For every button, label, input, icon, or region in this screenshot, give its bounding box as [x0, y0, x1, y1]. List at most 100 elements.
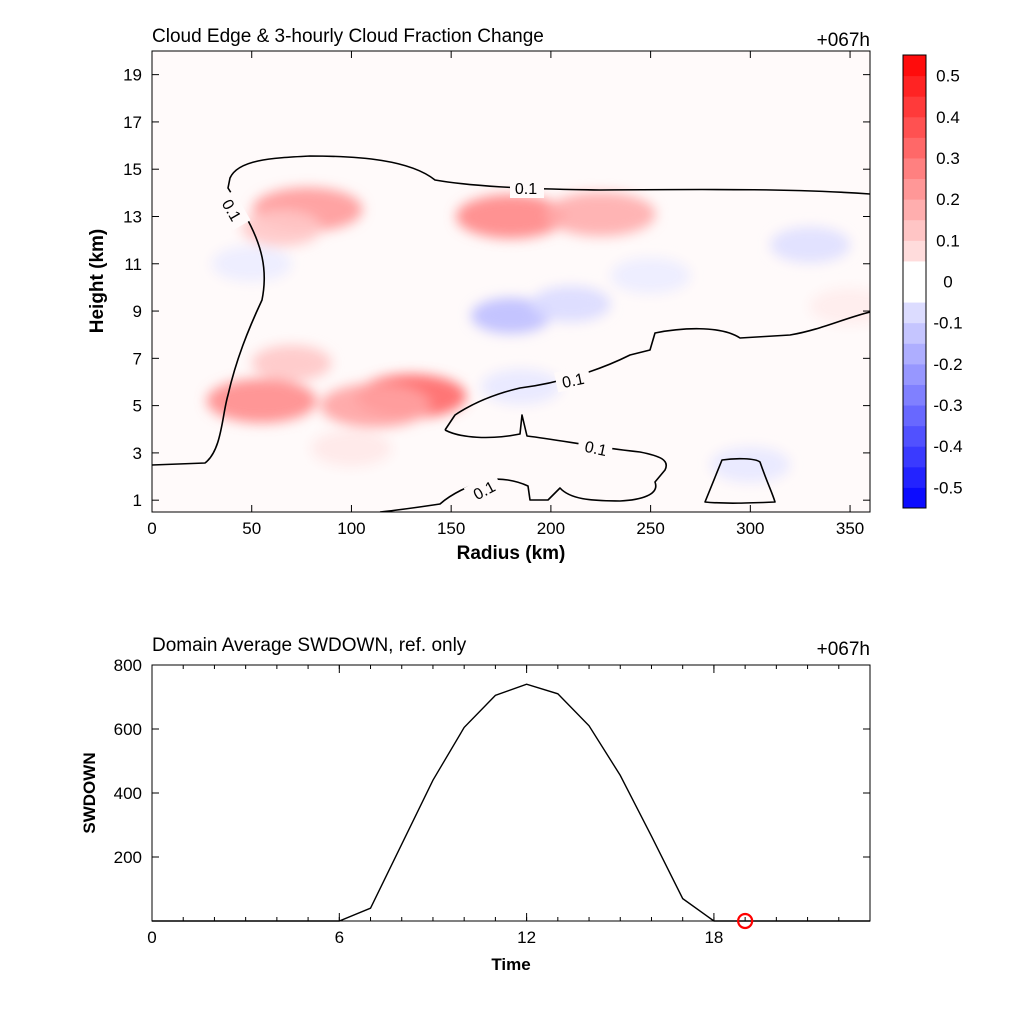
anomaly-cell: [710, 446, 791, 483]
y-tick-label: 7: [133, 349, 142, 368]
anomaly-cell: [311, 430, 392, 467]
x-tick-label: 12: [517, 928, 536, 947]
colorbar-bin: [903, 343, 926, 365]
colorbar-bin: [903, 425, 926, 447]
x-tick-label: 300: [736, 519, 764, 538]
y-tick-label: 3: [133, 444, 142, 463]
top-time-label: +067h: [817, 30, 870, 51]
top-chart: 0.1 0.1 0.1 0.1 0.1 0 50 100 150 200 250 300 35…: [87, 26, 871, 564]
colorbar-bin: [903, 302, 926, 324]
colorbar-label: 0.4: [936, 108, 960, 127]
anomaly-cell: [530, 285, 611, 322]
anomaly-cell: [320, 383, 431, 428]
colorbar-bin: [903, 322, 926, 344]
anomaly-cell: [610, 257, 691, 294]
colorbar-bin: [903, 260, 926, 282]
colorbar-bin: [903, 116, 926, 138]
colorbar-bin: [903, 137, 926, 159]
anomaly-cell: [810, 288, 870, 325]
heatmap-field: [206, 187, 870, 483]
anomaly-cell: [456, 194, 566, 239]
y-tick-label: 11: [124, 255, 142, 274]
x-tick-label: 150: [437, 519, 465, 538]
colorbar-bin: [903, 240, 926, 262]
y-tick-label: 800: [114, 656, 142, 675]
y-tick-label: 600: [114, 720, 142, 739]
x-tick-label: 0: [147, 519, 156, 538]
contour-main: [152, 155, 870, 466]
y-tick-label: 19: [123, 66, 142, 85]
bottom-title: Domain Average SWDOWN, ref. only: [152, 635, 467, 656]
colorbar-bin: [903, 466, 926, 488]
bottom-chart: 0 6 12 18 200 400 600 800 Domain Average SWDOWN…: [80, 635, 871, 974]
colorbar-label: -0.1: [933, 314, 962, 333]
top-title: Cloud Edge & 3-hourly Cloud Fraction Cha…: [152, 26, 544, 47]
x-tick-label: 350: [836, 519, 864, 538]
anomaly-cell: [211, 245, 292, 282]
colorbar-bin: [903, 363, 926, 385]
contour-lower: [379, 414, 667, 512]
top-y-axis-label: Height (km): [87, 229, 108, 334]
anomaly-cell: [206, 378, 317, 423]
colorbar-bin: [903, 487, 926, 509]
x-tick-label: 18: [704, 928, 723, 947]
colorbar-bin: [903, 199, 926, 221]
top-x-axis-label: Radius (km): [457, 543, 566, 564]
colorbar-label: -0.3: [933, 396, 962, 415]
colorbar-frame: [902, 54, 927, 509]
y-tick-label: 13: [123, 207, 142, 226]
colorbar-label: -0.2: [933, 355, 962, 374]
x-tick-label: 6: [335, 928, 344, 947]
contour-inner: [444, 311, 870, 431]
anomaly-cell: [480, 368, 561, 405]
colorbar-label: 0.5: [936, 67, 960, 86]
colorbar-bin: [903, 446, 926, 468]
contour-label: 0.1: [561, 371, 586, 392]
colorbar-label: 0.3: [936, 149, 960, 168]
y-tick-label: 5: [133, 397, 142, 416]
contour-labels: 0.1 0.1 0.1 0.1 0.1: [216, 178, 614, 506]
x-tick-label: 250: [636, 519, 664, 538]
anomaly-cell: [471, 297, 551, 334]
colorbar-bin: [903, 384, 926, 406]
contour-label: 0.1: [515, 181, 537, 198]
y-tick-label: 9: [133, 302, 142, 321]
colorbar-bin: [903, 96, 926, 118]
colorbar-label: 0.2: [936, 190, 960, 209]
colorbar-bin: [903, 55, 926, 77]
y-tick-label: 1: [133, 491, 142, 510]
anomaly-cell: [241, 210, 322, 247]
x-tick-label: 0: [147, 928, 156, 947]
anomaly-cell: [545, 192, 656, 237]
swdown-series-line: [152, 683, 870, 922]
current-time-marker: [737, 912, 754, 930]
bottom-x-axis-label: Time: [491, 955, 530, 974]
colorbar-bin: [903, 281, 926, 303]
colorbar-label: 0: [943, 273, 952, 292]
contour-label: 0.1: [583, 439, 608, 460]
bottom-time-label: +067h: [817, 639, 870, 660]
y-tick-label: 200: [114, 848, 142, 867]
colorbar-label: -0.5: [933, 478, 962, 497]
colorbar-label: -0.4: [933, 437, 962, 456]
colorbar-label: 0.1: [936, 231, 960, 250]
x-tick-label: 50: [242, 519, 261, 538]
anomaly-cell: [251, 345, 332, 382]
colorbar-bin: [903, 219, 926, 241]
top-plot-background: [152, 51, 870, 512]
top-plot-frame: [151, 50, 871, 513]
x-tick-label: 200: [537, 519, 565, 538]
y-tick-label: 400: [114, 784, 142, 803]
anomaly-cell: [770, 226, 851, 263]
bottom-axes: 0 6 12 18 200 400 600 800: [114, 656, 870, 947]
x-tick-label: 100: [337, 519, 365, 538]
colorbar-bin: [903, 157, 926, 180]
contour-island: [704, 457, 776, 504]
colorbar: 0.5 0.4 0.3 0.2 0.1 0 -0.1 -0.2 -0.3 -0.4 -0.5: [902, 54, 963, 509]
y-tick-label: 17: [123, 113, 142, 132]
colorbar-bin: [903, 178, 926, 200]
y-tick-label: 15: [123, 160, 142, 179]
colorbar-bin: [903, 75, 926, 97]
